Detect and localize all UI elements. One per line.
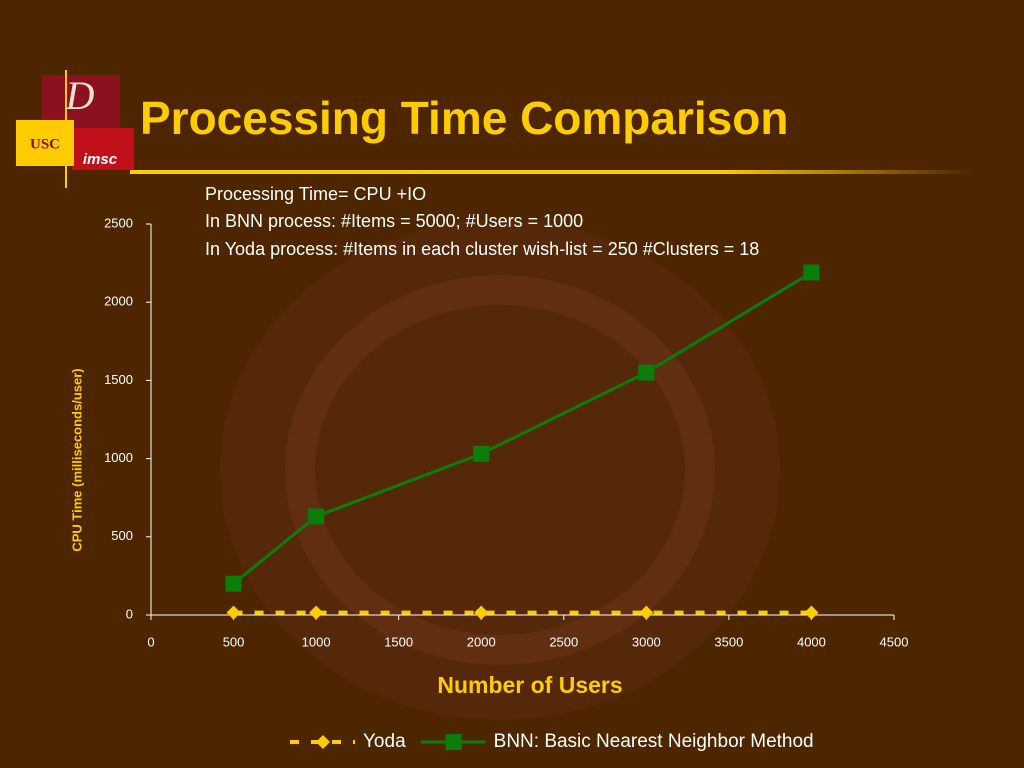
logo-letter: D <box>65 73 95 118</box>
x-tick-label: 3500 <box>714 634 743 649</box>
logo-lab: imsc <box>83 151 118 168</box>
y-tick-label: 1000 <box>104 450 133 465</box>
y-tick-label: 500 <box>111 528 133 543</box>
data-point <box>308 508 325 525</box>
data-point <box>309 605 324 620</box>
logo-box <box>72 128 134 170</box>
x-tick-label: 2500 <box>549 634 578 649</box>
x-axis-label: Number of Users <box>437 672 622 698</box>
x-tick-label: 1500 <box>384 634 413 649</box>
annotation: In Yoda process: #Items in each cluster … <box>205 239 759 259</box>
legend-label: BNN: Basic Nearest Neighbor Method <box>494 731 814 752</box>
legend-marker <box>316 735 330 749</box>
logo-school: USC <box>30 136 60 152</box>
data-point <box>226 605 241 620</box>
y-axis-label: CPU Time (milliseconds/user) <box>69 368 84 551</box>
y-tick-label: 1500 <box>104 372 133 387</box>
x-tick-label: 3000 <box>632 634 661 649</box>
annotation: Processing Time= CPU +IO <box>205 184 426 204</box>
logo: D USC imsc <box>16 70 134 188</box>
x-tick-label: 0 <box>147 634 154 649</box>
x-tick-label: 1000 <box>302 634 331 649</box>
data-point <box>474 605 489 620</box>
data-point <box>473 445 490 462</box>
annotation: In BNN process: #Items = 5000; #Users = … <box>205 211 583 231</box>
legend-marker <box>445 734 462 750</box>
x-tick-label: 500 <box>223 634 245 649</box>
data-point <box>804 605 819 620</box>
data-point <box>803 264 820 281</box>
y-tick-label: 2500 <box>104 215 133 230</box>
watermark-ring <box>285 275 715 665</box>
y-tick-label: 0 <box>126 606 133 621</box>
data-point <box>639 605 654 620</box>
x-tick-label: 4000 <box>797 634 826 649</box>
y-tick-label: 2000 <box>104 294 133 309</box>
data-point <box>225 575 242 592</box>
logo-box <box>16 120 74 166</box>
legend-label: Yoda <box>363 731 406 752</box>
data-point <box>638 364 655 381</box>
x-tick-label: 2000 <box>467 634 496 649</box>
slide-title: Processing Time Comparison <box>140 92 788 144</box>
x-tick-label: 4500 <box>880 634 909 649</box>
title-underline <box>130 170 972 174</box>
